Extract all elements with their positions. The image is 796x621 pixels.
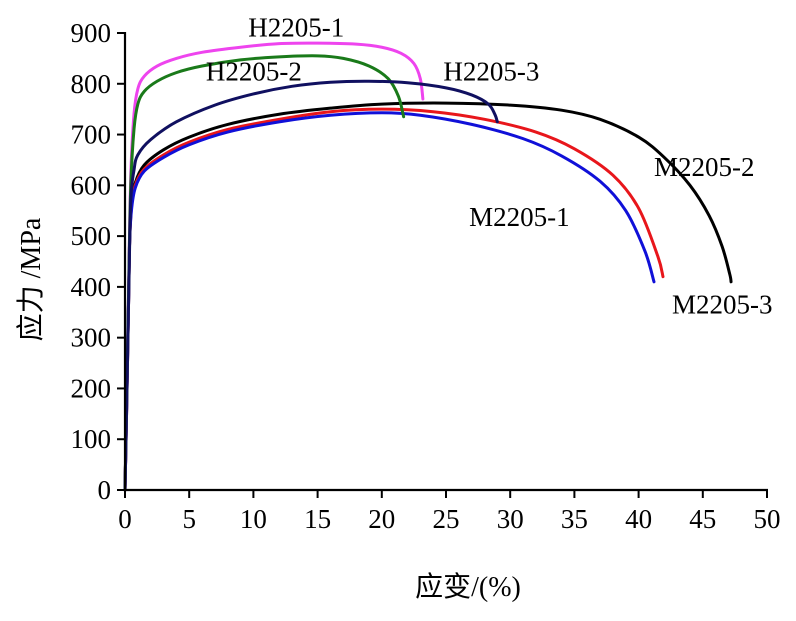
series-line-m2205-2 (123, 101, 733, 492)
x-tick-label: 10 (240, 504, 267, 534)
x-tick-label: 45 (689, 504, 716, 534)
y-tick-label: 600 (71, 170, 112, 200)
x-tick-label: 5 (182, 504, 196, 534)
axes-layer (123, 32, 768, 492)
y-tick-label: 200 (71, 373, 112, 403)
y-tick-label: 900 (71, 18, 112, 48)
y-axis-title: 应力 /MPa (15, 217, 47, 341)
x-tick-label: 50 (754, 504, 781, 534)
y-tick-label: 300 (71, 323, 112, 353)
x-tick-label: 25 (433, 504, 460, 534)
series-layer (123, 41, 733, 492)
y-tick-label: 800 (71, 69, 112, 99)
series-label-m2205-2: M2205-2 (654, 152, 755, 182)
x-tick-label: 30 (497, 504, 524, 534)
y-tick-label: 500 (71, 221, 112, 251)
series-line-m2205-3 (123, 111, 656, 492)
series-line-m2205-1 (123, 107, 665, 492)
y-tick-label: 400 (71, 272, 112, 302)
ticks-layer: 0 5 10 15 20 25 30 35 40 45 5001002003004005006007… (71, 18, 781, 534)
x-tick-label: 20 (368, 504, 395, 534)
series-label-h2205-3: H2205-3 (443, 57, 539, 87)
series-label-h2205-1: H2205-1 (248, 13, 344, 43)
x-tick-label: 40 (625, 504, 652, 534)
series-line-h2205-3 (123, 79, 499, 492)
x-tick-label: 35 (561, 504, 588, 534)
x-axis-title: 应变/(%) (415, 571, 521, 603)
y-tick-label: 0 (98, 475, 112, 505)
series-label-m2205-3: M2205-3 (672, 289, 773, 319)
y-tick-label: 100 (71, 424, 112, 454)
x-tick-label: 0 (118, 504, 132, 534)
y-tick-label: 700 (71, 120, 112, 150)
series-label-h2205-2: H2205-2 (206, 57, 302, 87)
x-tick-label: 15 (304, 504, 331, 534)
series-labels-layer: H2205-1 H2205-2 H2205-3 M2205-2 M2205-1 M2205… (206, 13, 773, 320)
series-label-m2205-1: M2205-1 (469, 202, 570, 232)
